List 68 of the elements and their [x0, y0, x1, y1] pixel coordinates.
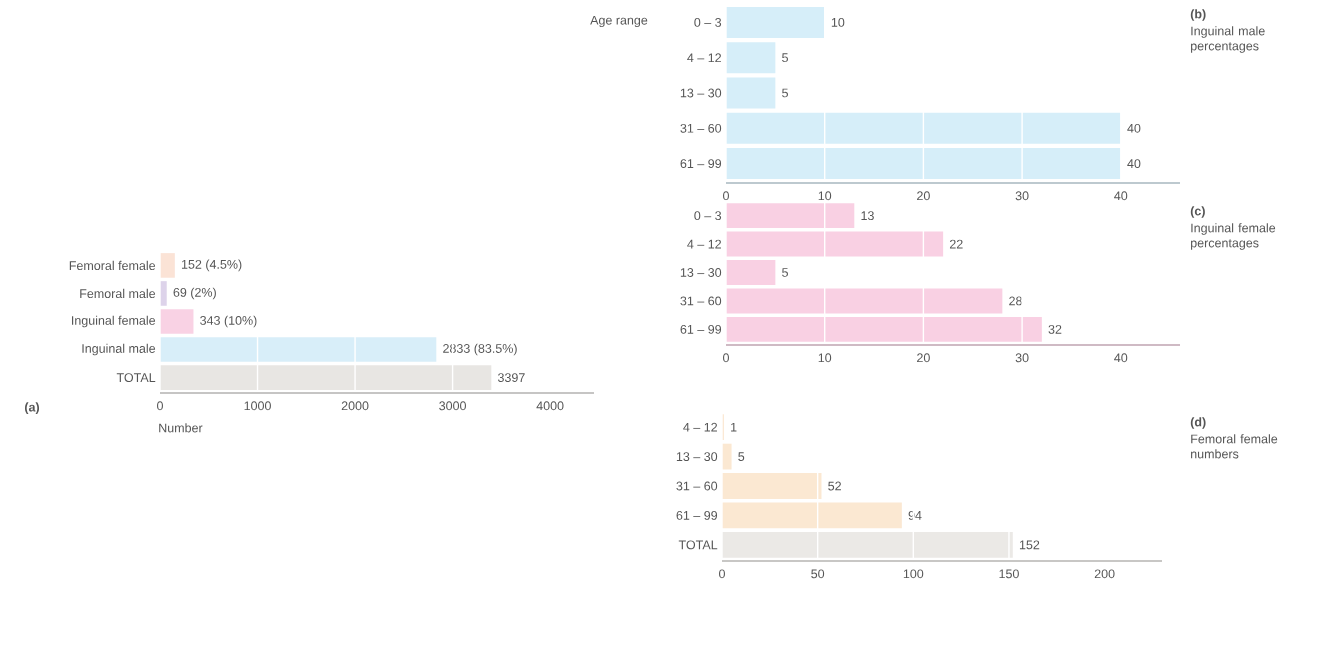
y-tick-label: 13 – 30 [680, 268, 722, 277]
y-tick-label: 13 – 30 [680, 88, 722, 98]
y-tick-label: 31 – 60 [676, 481, 718, 491]
data-label: 5 [782, 88, 788, 98]
y-tick-label: 61 – 99 [680, 324, 722, 334]
data-label: 5 [782, 268, 788, 277]
y-tick-label: Femoral female [69, 260, 156, 271]
y-tick-label: Inguinal female [72, 315, 156, 328]
x-tick-label: 0 [723, 353, 729, 363]
data-label: 52 [828, 481, 841, 491]
x-tick-label: 2000 [341, 401, 369, 411]
x-tick-label: 20 [917, 191, 930, 201]
data-label: 3397 [497, 373, 525, 383]
x-tick-label: 200 [1094, 569, 1115, 579]
y-tick-label: 31 – 60 [680, 123, 722, 133]
data-label: 10 [831, 17, 845, 27]
x-tick-label: 4000 [536, 401, 564, 411]
text: (d) [1190, 417, 1206, 429]
y-tick-label: TOTAL [116, 373, 156, 383]
text: (c) [1190, 206, 1205, 218]
y-tick-label: Femoral male [80, 288, 156, 299]
y-tick-label: 4 – 12 [687, 239, 721, 249]
y-tick-label: 0 – 3 [694, 17, 722, 27]
y-axis-title: Age range [590, 15, 648, 28]
text: Inguinal male percentages [1191, 26, 1265, 53]
x-tick-label: 40 [1114, 353, 1128, 363]
x-tick-label: 0 [719, 569, 725, 579]
data-label: 32 [1048, 324, 1062, 334]
x-tick-label: 1000 [244, 401, 271, 411]
data-label: 40 [1127, 159, 1141, 169]
x-tick-label: 20 [917, 353, 930, 363]
x-tick-label: 3000 [439, 401, 466, 411]
data-label: 2833 (83.5%) [443, 343, 517, 356]
x-axis-title: Number [159, 423, 203, 433]
y-tick-label: 61 – 99 [680, 159, 722, 169]
x-tick-label: 10 [818, 353, 832, 363]
data-label: 152 [1019, 540, 1040, 550]
x-tick-label: 150 [999, 569, 1019, 579]
data-label: 5 [738, 452, 745, 461]
x-tick-label: 30 [1015, 191, 1029, 201]
x-tick-label: 0 [723, 191, 729, 201]
y-tick-label: 61 – 99 [676, 511, 718, 520]
data-label: 69 (2%) [173, 287, 216, 300]
y-tick-label: 13 – 30 [676, 452, 718, 462]
data-label: 40 [1127, 123, 1141, 133]
y-tick-label: TOTAL [678, 540, 718, 550]
data-label: 13 [861, 211, 874, 221]
y-tick-label: 31 – 60 [680, 296, 722, 306]
text: (a) [25, 402, 40, 415]
x-tick-label: 50 [811, 569, 825, 579]
data-label: 5 [782, 53, 788, 63]
data-label: 1 [731, 422, 737, 432]
text: Femoral female numbers [1191, 434, 1278, 459]
data-label: 343 (10%) [200, 315, 257, 328]
x-tick-label: 0 [157, 401, 163, 411]
x-tick-label: 10 [818, 191, 832, 201]
text: (b) [1190, 9, 1206, 21]
x-tick-label: 30 [1015, 353, 1029, 363]
x-tick-label: 40 [1114, 191, 1128, 201]
y-tick-label: 4 – 12 [683, 422, 717, 432]
text: Inguinal female percentages [1191, 223, 1276, 250]
y-tick-label: Inguinal male [82, 343, 156, 356]
y-tick-label: 4 – 12 [687, 53, 721, 63]
x-tick-label: 100 [903, 569, 924, 579]
y-tick-label: 0 – 3 [694, 211, 722, 221]
data-label: 28 [1009, 296, 1022, 306]
data-label: 152 (4.5%) [181, 259, 242, 272]
data-label: 22 [949, 239, 963, 249]
